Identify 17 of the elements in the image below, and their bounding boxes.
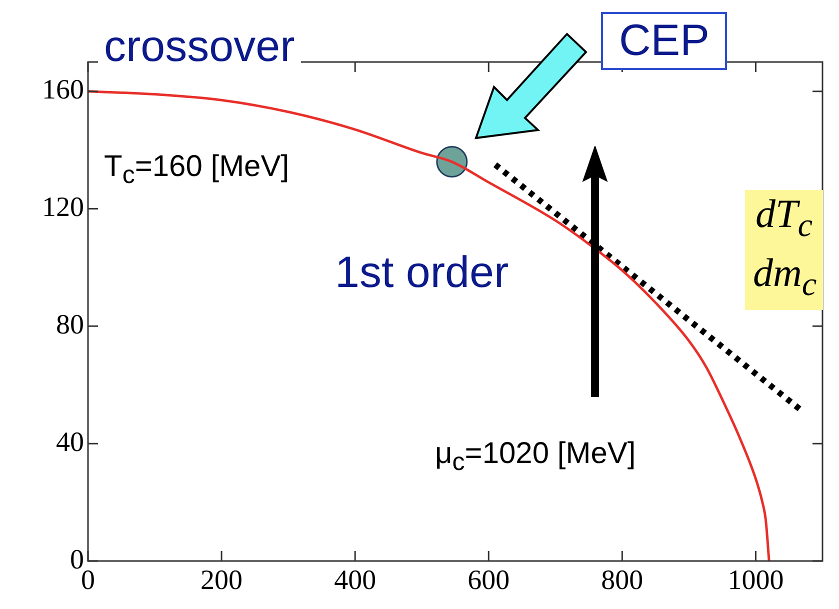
annotation: dm$_{c}$ — [745, 249, 823, 310]
x-tick-label: 800 — [601, 565, 644, 596]
y-tick-label: 40 — [56, 426, 84, 458]
y-tick-label: 0 — [70, 544, 84, 576]
x-tick-label: 200 — [200, 565, 243, 596]
y-tick-label: 160 — [42, 74, 84, 106]
annotation: CEP — [601, 12, 728, 70]
annotation: dT$_{c}$ — [745, 190, 823, 251]
annotation: 1st order — [335, 248, 509, 298]
x-tick-label: 600 — [468, 565, 510, 596]
annotation: T$_{c}$=160 [MeV] — [104, 150, 290, 190]
annotation: crossover — [98, 22, 301, 72]
x-tick-label: 400 — [334, 565, 376, 596]
x-tick-label: 1000 — [728, 565, 784, 596]
y-tick-label: 120 — [42, 192, 84, 224]
annotation: μ$_{c}$=1020 [MeV] — [435, 437, 636, 477]
y-tick-label: 80 — [56, 310, 84, 341]
